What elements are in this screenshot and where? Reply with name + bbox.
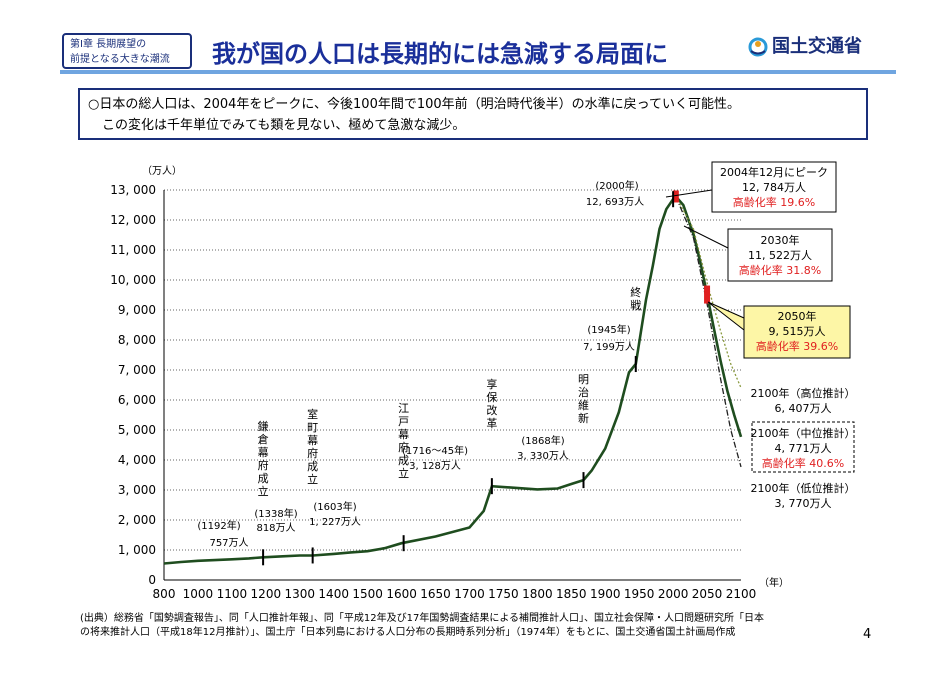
y-tick-label: 1, 000 <box>118 543 156 557</box>
event-pop-edo: 1, 227万人 <box>309 516 361 528</box>
summary-line2: この変化は千年単位でみても類を見ない、極めて急激な減少。 <box>102 118 466 133</box>
ministry-logo: 国土交通省 <box>748 32 862 58</box>
peak-line3: 高齢化率 19.6% <box>733 195 815 209</box>
event-pop-y2000: 12, 693万人 <box>586 196 644 208</box>
chapter-line1: 第Ⅰ章 長期展望の <box>70 39 147 50</box>
page-number: 4 <box>863 627 872 642</box>
source-note: (出典）総務省「国勢調査報告」、同「人口推計年報」、同「平成12年及び17年国勢… <box>80 612 860 640</box>
mid-line2: 4, 771万人 <box>775 442 832 455</box>
x-tick-label: 1800 <box>522 587 553 601</box>
series-line-3 <box>675 196 742 468</box>
mid-line1: 2100年（中位推計） <box>751 426 856 440</box>
y-tick-label: 0 <box>148 573 156 587</box>
y2030-line2: 11, 522万人 <box>748 249 812 262</box>
x-tick-label: 1600 <box>386 587 417 601</box>
peak-callout-box <box>711 161 837 213</box>
series-line-0 <box>163 195 677 565</box>
y2030-line3: 高齢化率 31.8% <box>739 263 821 277</box>
x-tick-label: 2050 <box>692 587 723 601</box>
event-pop-muromachi: 818万人 <box>256 522 295 534</box>
event-year-kamakura: (1192年) <box>197 519 240 532</box>
x-tick-label: 1000 <box>183 587 214 601</box>
y2050-callout-pointer <box>707 301 745 332</box>
source-line2: の将来推計人口（平成18年12月推計）」、国土庁「日本列島における人口分布の長期… <box>80 627 736 638</box>
high-line2: 6, 407万人 <box>775 402 832 415</box>
low-line2: 3, 770万人 <box>775 497 832 510</box>
y-tick-label: 9, 000 <box>118 303 156 317</box>
event-year-edo: (1603年) <box>313 500 356 513</box>
series-line-1 <box>674 195 743 438</box>
x-tick-label: 1700 <box>454 587 485 601</box>
y-tick-label: 2, 000 <box>118 513 156 527</box>
y2050-line1: 2050年 <box>778 309 817 323</box>
page-title: 我が国の人口は長期的には急減する局面に <box>212 40 668 68</box>
logo-text: 国土交通省 <box>772 36 862 57</box>
x-tick-label: 1200 <box>251 587 282 601</box>
event-name-shusen: 終戦 <box>630 285 641 312</box>
x-tick-label: 1100 <box>217 587 248 601</box>
y-tick-label: 12, 000 <box>110 213 156 227</box>
summary-box: ○日本の総人口は、2004年をピークに、今後100年間で100年前（明治時代後半… <box>78 88 868 140</box>
y2030-callout-box <box>727 228 833 282</box>
event-pop-meiji: 3, 330万人 <box>517 450 569 462</box>
y-tick-label: 5, 000 <box>118 423 156 437</box>
event-year-y2000: (2000年) <box>595 179 638 192</box>
event-pop-kamakura: 757万人 <box>209 537 248 549</box>
event-pop-shusen: 7, 199万人 <box>583 341 635 353</box>
y2030-callout-pointer <box>683 225 729 249</box>
y-tick-label: 6, 000 <box>118 393 156 407</box>
mid-line3: 高齢化率 40.6% <box>762 456 844 470</box>
event-name-kyoho: 享保改革 <box>486 377 497 430</box>
y2050-line3: 高齢化率 39.6% <box>756 339 838 353</box>
y-tick-label: 7, 000 <box>118 363 156 377</box>
x-tick-label: 1950 <box>624 587 655 601</box>
x-tick-label: 1650 <box>420 587 451 601</box>
red-marker-1 <box>704 285 711 304</box>
red-marker-0 <box>672 190 679 203</box>
event-year-muromachi: (1338年) <box>254 507 297 520</box>
peak-line1: 2004年12月にピーク <box>720 165 828 179</box>
chapter-line2: 前提となる大きな潮流 <box>70 54 170 65</box>
summary-line1: ○日本の総人口は、2004年をピークに、今後100年間で100年前（明治時代後半… <box>88 97 741 112</box>
x-tick-label: 1300 <box>284 587 315 601</box>
x-tick-label: 800 <box>153 587 176 601</box>
event-name-meiji: 明治維新 <box>578 373 589 425</box>
event-year-kyoho: (1716～45年) <box>402 444 468 457</box>
y-tick-label: 11, 000 <box>110 243 156 257</box>
source-line1: (出典）総務省「国勢調査報告」、同「人口推計年報」、同「平成12年及び17年国勢… <box>80 613 765 624</box>
x-tick-label: 1850 <box>556 587 587 601</box>
event-year-meiji: (1868年) <box>521 434 564 447</box>
y2050-callout-box <box>743 305 851 359</box>
y-tick-label: 8, 000 <box>118 333 156 347</box>
x-axis-unit: （年） <box>759 576 789 589</box>
event-name-kamakura: 鎌倉幕府成立 <box>258 419 269 498</box>
chapter-label: 第Ⅰ章 長期展望の 前提となる大きな潮流 <box>62 33 192 69</box>
event-name-muromachi: 室町幕府成立 <box>307 407 318 486</box>
x-tick-label: 1500 <box>352 587 383 601</box>
y2050-line2: 9, 515万人 <box>769 325 826 338</box>
y-tick-label: 13, 000 <box>110 183 156 197</box>
y2030-line1: 2030年 <box>761 233 800 247</box>
x-tick-label: 2000 <box>658 587 689 601</box>
x-tick-label: 1750 <box>488 587 519 601</box>
event-name-edo: 江戸幕府成立 <box>398 402 409 480</box>
x-tick-label: 1900 <box>590 587 621 601</box>
peak-callout-pointer <box>665 189 713 198</box>
y-tick-label: 10, 000 <box>110 273 156 287</box>
x-tick-label: 1400 <box>318 587 349 601</box>
high-line1: 2100年（高位推計） <box>751 386 856 400</box>
header-divider <box>60 70 896 74</box>
event-year-shusen: (1945年) <box>587 323 630 336</box>
x-tick-label: 2100 <box>726 587 757 601</box>
ministry-emblem-icon <box>748 37 768 57</box>
event-pop-kyoho: 3, 128万人 <box>409 460 461 472</box>
low-line1: 2100年（低位推計） <box>751 481 856 495</box>
y-tick-label: 4, 000 <box>118 453 156 467</box>
y-axis-unit: （万人） <box>142 165 182 177</box>
y-tick-label: 3, 000 <box>118 483 156 497</box>
peak-line2: 12, 784万人 <box>742 181 806 194</box>
mid-callout-box <box>751 421 855 473</box>
